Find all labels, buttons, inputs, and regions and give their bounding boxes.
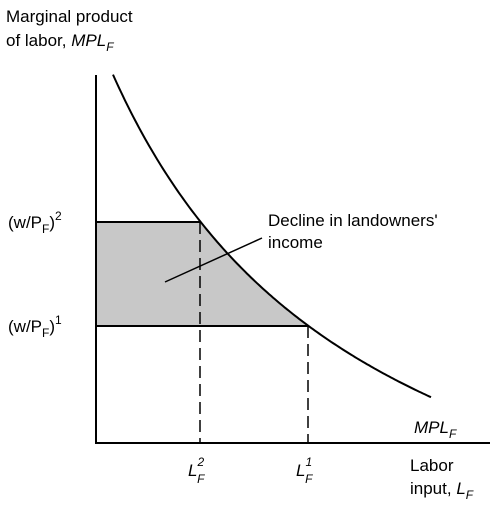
text: of labor, xyxy=(6,31,71,50)
text: F xyxy=(449,427,457,441)
text: input, xyxy=(410,479,456,498)
leader-line xyxy=(164,237,263,283)
wage-label: (w/PF)1 xyxy=(8,313,62,340)
text: F xyxy=(106,40,114,54)
text: F xyxy=(42,326,49,340)
mpl-curve xyxy=(112,74,432,399)
text: 1 xyxy=(305,455,312,469)
text: 2 xyxy=(196,455,204,469)
text: F xyxy=(42,222,49,236)
text: F xyxy=(305,472,313,486)
text: F xyxy=(197,472,205,486)
wage-label: (w/PF)2 xyxy=(8,209,62,236)
text: (w/P xyxy=(8,317,42,336)
x-axis-label: Labor xyxy=(410,456,454,475)
y-axis-label: Marginal product xyxy=(6,7,133,26)
text: L xyxy=(296,461,305,480)
text: 2 xyxy=(55,209,62,223)
annotation: Decline in landowners' xyxy=(268,211,438,230)
labor-label: L2 F xyxy=(188,455,205,486)
text: (w/P xyxy=(8,213,42,232)
text: 1 xyxy=(55,313,62,327)
annotation: income xyxy=(268,233,323,252)
text: MPL xyxy=(71,31,106,50)
curve-label: MPLF xyxy=(414,418,457,441)
x-axis-label: input, LF xyxy=(410,479,474,502)
y-axis-label: of labor, MPLF xyxy=(6,31,114,54)
text: MPL xyxy=(414,418,449,437)
text: F xyxy=(466,488,474,502)
shaded-area xyxy=(96,221,308,326)
text: ) xyxy=(49,317,55,336)
text: L xyxy=(456,479,465,498)
text: ) xyxy=(49,213,55,232)
labor-label: L1 F xyxy=(296,455,313,486)
text: L xyxy=(188,461,197,480)
